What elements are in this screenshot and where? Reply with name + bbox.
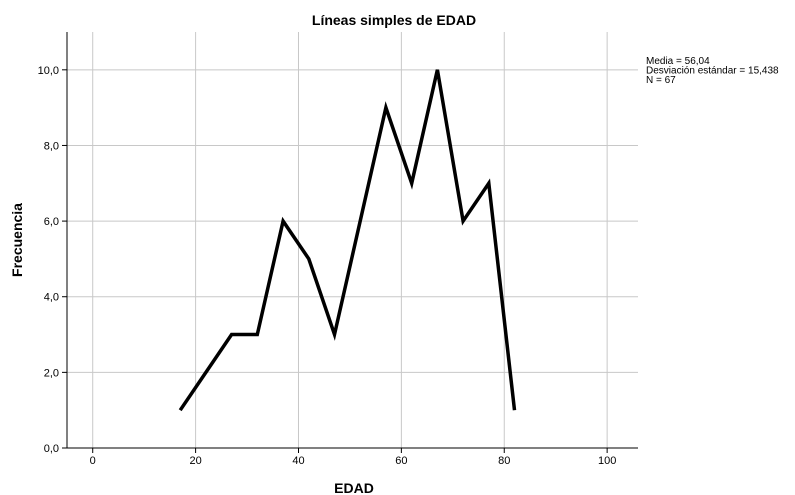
x-tick-label: 100 (598, 455, 616, 467)
x-ticks: 0 20 40 60 80 100 (90, 448, 616, 467)
x-tick-label: 60 (395, 455, 407, 467)
x-tick-label: 20 (189, 455, 201, 467)
statistics-line: Desviación estándar = 15,438 (646, 66, 779, 77)
x-tick-label: 0 (90, 455, 96, 467)
y-tick-label: 6,0 (44, 216, 59, 228)
statistics-line: Media = 56,04 (646, 56, 710, 67)
y-ticks: 0,0 2,0 4,0 6,0 8,0 10,0 (38, 65, 67, 455)
axes (66, 32, 638, 449)
x-tick-label: 40 (292, 455, 304, 467)
series-layer (178, 69, 517, 412)
x-tick-label: 80 (498, 455, 510, 467)
y-tick-label: 8,0 (44, 140, 59, 152)
y-tick-label: 0,0 (44, 443, 59, 455)
chart-title: Líneas simples de EDAD (312, 12, 476, 28)
series-line (178, 69, 517, 412)
statistics-line: N = 67 (646, 75, 676, 86)
y-axis-title: Frecuencia (9, 203, 25, 277)
x-axis-title: EDAD (334, 480, 374, 495)
y-tick-label: 10,0 (38, 65, 59, 77)
grid-lines (67, 32, 638, 448)
y-tick-label: 4,0 (44, 292, 59, 304)
y-tick-label: 2,0 (44, 367, 59, 379)
